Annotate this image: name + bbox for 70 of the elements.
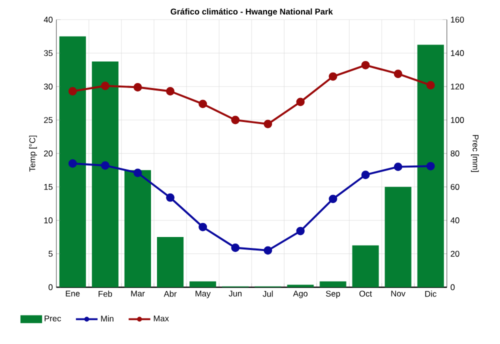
- y-tick-label: 30: [44, 83, 53, 90]
- point: [394, 70, 402, 78]
- bar: [92, 61, 118, 288]
- chart-title: Gráfico climático - Hwange National Park: [170, 8, 333, 16]
- point: [328, 194, 338, 204]
- x-tick-label: Ago: [293, 290, 308, 298]
- y2-tick-label: 60: [450, 184, 460, 190]
- y2-tick-label: 40: [450, 217, 460, 224]
- x-tick-label: May: [196, 290, 211, 298]
- point: [264, 120, 272, 128]
- x-tick-label: Nov: [391, 290, 406, 296]
- point: [361, 170, 370, 179]
- point: [68, 86, 77, 96]
- point: [264, 246, 272, 255]
- y-tick-label: 0: [48, 284, 53, 290]
- legend-label: Max: [154, 315, 169, 322]
- point: [426, 162, 435, 170]
- point: [134, 82, 142, 92]
- x-tick-label: Mar: [131, 290, 145, 296]
- y-tick-label: 20: [44, 150, 53, 156]
- y2-tick-label: 80: [450, 150, 460, 156]
- x-tick-label: Feb: [98, 290, 112, 297]
- point: [231, 116, 240, 124]
- point: [296, 98, 305, 106]
- bar: [124, 170, 152, 288]
- point: [394, 162, 402, 171]
- y-tick-label: 10: [44, 217, 53, 224]
- y2-tick-label: 0: [450, 284, 455, 290]
- y-tick-label: 25: [44, 116, 53, 123]
- bar: [417, 44, 444, 288]
- y-tick-label: 40: [44, 16, 53, 22]
- y2-tick-label: 120: [450, 83, 464, 90]
- y2-tick-label: 140: [450, 50, 464, 56]
- y-tick-label: 5: [48, 250, 53, 257]
- x-tick-label: Jun: [228, 290, 242, 296]
- point: [166, 193, 174, 202]
- point: [231, 243, 240, 252]
- point: [198, 222, 208, 232]
- point: [198, 100, 208, 108]
- y-tick-label: 35: [44, 50, 53, 56]
- bar: [352, 245, 379, 288]
- y-axis-title: Temp [°C]: [29, 136, 37, 172]
- bar: [287, 284, 314, 288]
- point: [68, 159, 77, 168]
- y2-axis-title: Prec [mm]: [470, 135, 479, 172]
- point: [100, 82, 110, 90]
- point: [426, 80, 435, 90]
- bar: [59, 36, 86, 288]
- bar: [190, 281, 216, 288]
- point: [328, 72, 338, 81]
- point: [361, 60, 370, 70]
- x-tick-label: Dic: [425, 290, 436, 297]
- y2-tick-label: 100: [450, 116, 464, 123]
- legend-label: Prec: [44, 315, 61, 322]
- x-tick-label: Abr: [164, 290, 177, 297]
- point: [296, 226, 305, 236]
- legend-label: Min: [101, 315, 114, 322]
- bar: [156, 236, 184, 288]
- bar: [384, 186, 412, 288]
- bar: [320, 281, 346, 288]
- x-tick-label: Oct: [359, 290, 372, 296]
- point: [166, 86, 174, 96]
- x-tick-label: Ene: [66, 290, 80, 296]
- y-tick-label: 15: [44, 184, 53, 190]
- y2-tick-label: 20: [450, 250, 460, 257]
- point: [134, 168, 142, 177]
- x-tick-label: Sep: [326, 290, 340, 298]
- point: [100, 161, 110, 170]
- x-tick-label: Jul: [262, 290, 273, 297]
- y2-tick-label: 160: [450, 16, 464, 22]
